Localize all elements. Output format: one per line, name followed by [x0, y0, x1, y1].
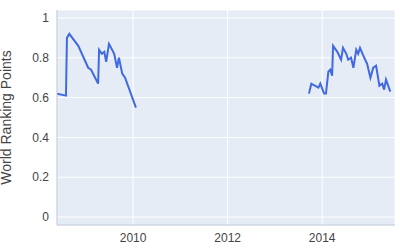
- svg-text:0.8: 0.8: [32, 51, 49, 65]
- svg-text:2010: 2010: [120, 231, 147, 245]
- svg-text:0: 0: [42, 210, 49, 224]
- svg-text:World Ranking Points: World Ranking Points: [8, 50, 14, 184]
- svg-text:0.4: 0.4: [32, 131, 49, 145]
- svg-text:0.6: 0.6: [32, 91, 49, 105]
- svg-text:2014: 2014: [309, 231, 336, 245]
- svg-text:0.2: 0.2: [32, 170, 49, 184]
- svg-text:1: 1: [42, 11, 49, 25]
- svg-text:2012: 2012: [214, 231, 241, 245]
